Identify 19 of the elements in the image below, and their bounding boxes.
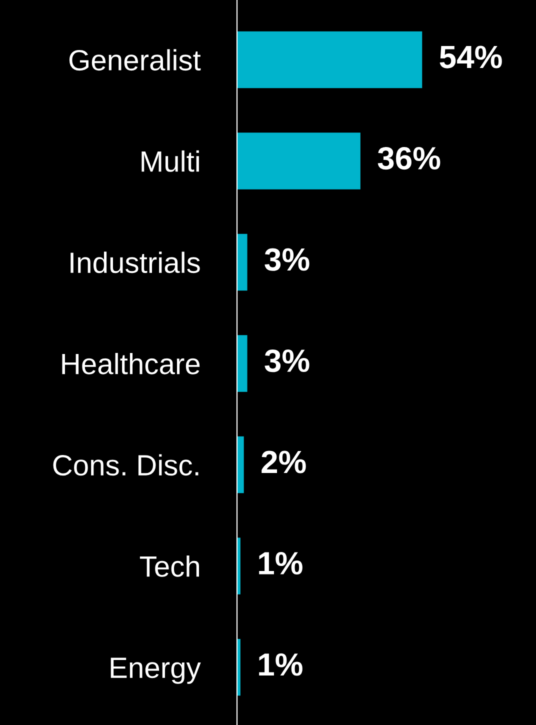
bar (237, 436, 244, 494)
data-label: 1% (259, 552, 302, 575)
bar (237, 132, 360, 190)
y-tick-label: Cons. Disc. (53, 454, 198, 476)
data-label: 2% (262, 450, 306, 474)
data-label: 1% (259, 653, 302, 676)
y-tick-label: Tech (140, 555, 199, 577)
data-label: 54% (440, 46, 502, 68)
y-tick-label: Industrials (70, 252, 200, 274)
y-tick-label: Healthcare (62, 352, 200, 374)
y-tick-label: Energy (110, 658, 201, 684)
bar (237, 335, 248, 392)
data-label: 3% (264, 248, 310, 271)
data-label: 3% (264, 349, 310, 372)
y-tick-label: Multi (142, 150, 199, 172)
y-tick-label: Generalist (69, 49, 201, 71)
bar (237, 31, 422, 88)
data-label: 36% (378, 146, 440, 170)
bar (237, 234, 248, 291)
